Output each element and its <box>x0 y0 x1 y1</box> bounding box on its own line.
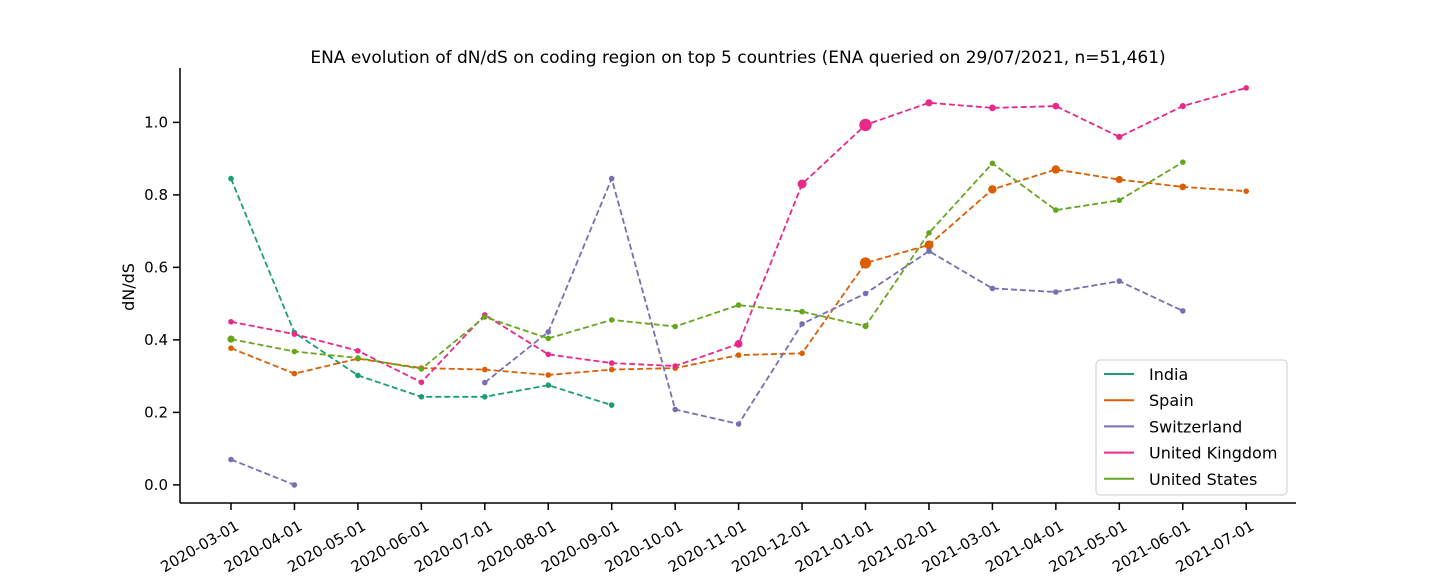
series-united-states <box>227 159 1186 372</box>
data-point <box>608 402 615 408</box>
data-point <box>228 319 234 325</box>
series-line <box>484 175 1184 426</box>
data-point <box>925 99 933 107</box>
data-point <box>1116 197 1123 204</box>
data-point <box>797 179 807 189</box>
y-tick-label: 0.6 <box>144 258 168 276</box>
series-line <box>230 458 295 486</box>
y-tick-label: 0.8 <box>144 186 168 204</box>
data-point <box>545 372 552 378</box>
data-point <box>672 406 678 413</box>
series-switzerland <box>228 175 1186 488</box>
data-point <box>545 335 552 342</box>
data-point <box>608 175 615 182</box>
data-point <box>291 370 298 377</box>
data-point <box>228 175 234 182</box>
data-point <box>859 118 872 132</box>
data-point <box>735 352 742 358</box>
data-point <box>862 290 869 297</box>
y-tick-label: 1.0 <box>144 113 168 131</box>
data-point <box>355 372 361 379</box>
legend-entry: United States <box>1149 470 1257 489</box>
data-point <box>926 248 932 254</box>
series-line <box>230 161 1184 370</box>
data-point <box>735 421 742 427</box>
data-point <box>291 482 298 488</box>
data-point <box>672 323 678 330</box>
data-point <box>1180 159 1186 165</box>
data-point <box>418 366 425 372</box>
data-point <box>1116 278 1123 284</box>
data-point <box>482 314 488 320</box>
data-point <box>735 302 742 308</box>
data-point <box>1053 289 1059 295</box>
legend-entry: Spain <box>1149 391 1194 410</box>
data-point <box>1179 103 1186 110</box>
legend-entry: Switzerland <box>1149 417 1242 436</box>
series-india <box>228 175 615 408</box>
y-tick-label: 0.4 <box>144 331 168 349</box>
data-point <box>988 185 997 194</box>
data-point <box>482 394 488 400</box>
y-axis-label: dN/dS <box>119 263 138 311</box>
data-point <box>989 285 996 292</box>
axes: 0.00.20.40.60.81.02020-03-012020-04-0120… <box>144 68 1296 576</box>
data-point <box>1116 133 1123 140</box>
data-point <box>1115 176 1123 184</box>
data-point <box>608 317 615 323</box>
data-point <box>291 331 298 337</box>
data-point <box>355 355 361 361</box>
y-tick-label: 0.0 <box>144 476 168 494</box>
data-point <box>418 379 425 386</box>
data-point <box>1243 188 1249 194</box>
data-point <box>799 308 805 315</box>
data-point <box>1243 85 1249 91</box>
data-point <box>418 394 425 400</box>
data-point <box>989 104 996 112</box>
series-line <box>230 87 1247 384</box>
data-point <box>545 382 552 389</box>
data-point <box>1051 165 1061 174</box>
data-point <box>734 340 743 348</box>
data-point <box>545 329 552 335</box>
series-lines <box>227 85 1249 488</box>
data-point <box>1179 183 1187 191</box>
data-point <box>1052 102 1060 110</box>
legend-box <box>1095 359 1288 496</box>
data-point <box>989 160 996 167</box>
data-point <box>672 363 678 369</box>
data-point <box>482 366 488 373</box>
legend: India Spain Switzerland United Kingdom Unite… <box>1095 359 1288 496</box>
data-point <box>228 345 234 352</box>
data-point <box>608 360 615 366</box>
data-point <box>608 366 615 373</box>
y-tick-label: 0.2 <box>144 403 168 421</box>
chart-title: ENA evolution of dN/dS on coding region … <box>310 48 1165 68</box>
data-point <box>355 348 361 354</box>
data-point <box>799 321 805 327</box>
data-point <box>799 350 805 357</box>
data-point <box>924 240 934 250</box>
data-point <box>1180 308 1186 314</box>
data-point <box>1053 207 1059 213</box>
data-point <box>926 230 932 236</box>
data-point <box>482 379 488 386</box>
legend-entry: United Kingdom <box>1149 444 1277 463</box>
data-point <box>227 335 235 343</box>
data-point <box>859 257 872 269</box>
series-united-kingdom <box>228 85 1249 386</box>
data-point <box>291 348 298 355</box>
data-point <box>228 456 234 463</box>
data-point <box>862 323 869 330</box>
legend-entry: India <box>1149 365 1188 384</box>
data-point <box>545 351 552 358</box>
